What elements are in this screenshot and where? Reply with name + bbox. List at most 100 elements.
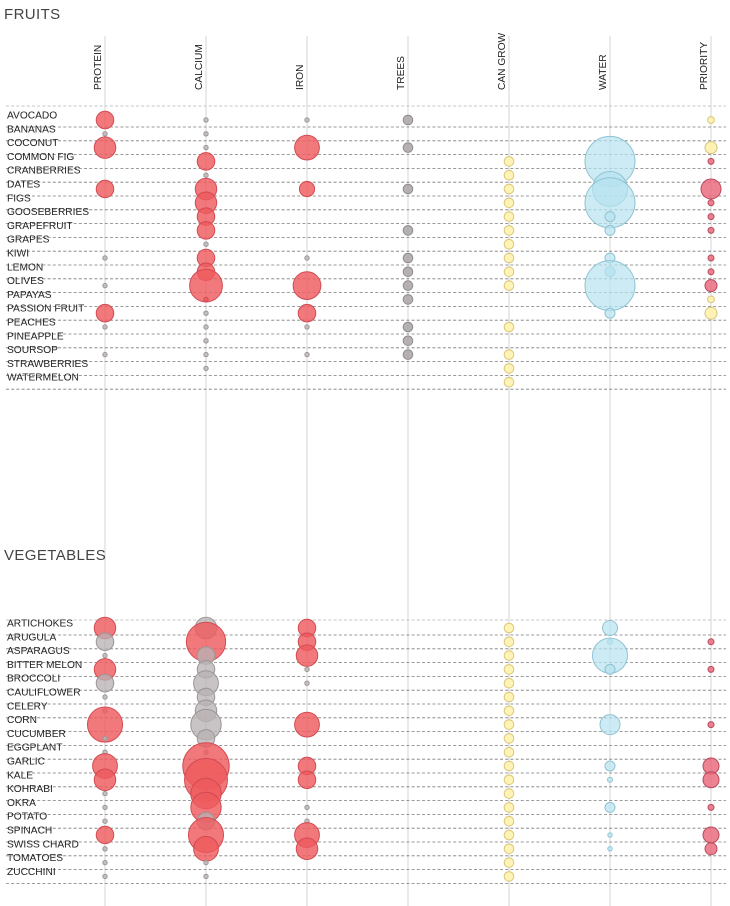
bubble-gooseberries-can-grow — [503, 211, 515, 222]
row-label-dates: DATES — [7, 180, 40, 191]
bubble-zucchini-calcium — [203, 873, 209, 880]
bubble-celery-can-grow — [503, 705, 515, 717]
bubble-kohrabi-protein — [102, 790, 108, 797]
bubble-peaches-can-grow — [503, 321, 515, 333]
bubble-peaches-protein — [102, 324, 108, 330]
bubble-passion-fruit-protein — [95, 303, 115, 323]
row-label-broccoli: BROCCOLI — [7, 674, 60, 685]
bubble-artichokes-water — [602, 620, 618, 636]
bubble-bitter-melon-iron — [304, 666, 310, 673]
bubble-lemon-priority — [707, 268, 715, 276]
bubble-cranberries-can-grow — [503, 169, 515, 181]
bubble-olives-priority — [704, 279, 718, 293]
row-label-tomatoes: TOMATOES — [7, 853, 63, 864]
bubble-pineapple-calcium — [203, 338, 209, 344]
row-label-avocado: AVOCADO — [7, 111, 57, 122]
row-label-potato: POTATO — [7, 812, 47, 823]
row-label-lemon: LEMON — [7, 262, 43, 273]
bubble-arugula-priority — [707, 638, 715, 646]
row-label-soursop: SOURSOP — [7, 345, 58, 356]
bubble-kiwi-trees — [402, 252, 414, 264]
row-label-olives: OLIVES — [7, 276, 44, 287]
bubble-asparagus-can-grow — [503, 650, 515, 661]
bubble-arugula-can-grow — [503, 636, 515, 648]
section-title-fruits: FRUITS — [4, 6, 61, 23]
bubble-coconut-trees — [402, 142, 414, 153]
bubble-layer — [86, 110, 722, 882]
row-label-kiwi: KIWI — [7, 249, 29, 260]
bubble-coconut-iron — [294, 134, 320, 161]
bubble-potato-protein — [102, 818, 108, 824]
section-title-vegetables: VEGETABLES — [4, 547, 106, 564]
bubble-tomatoes-protein — [102, 859, 108, 866]
bubble-lemon-can-grow — [503, 266, 515, 278]
bubble-spinach-protein — [95, 825, 115, 845]
row-label-kale: KALE — [7, 770, 33, 781]
bubble-avocado-priority — [707, 116, 715, 124]
bubble-grapefruit-can-grow — [503, 225, 515, 236]
bubble-asparagus-protein — [102, 652, 108, 659]
bubble-peaches-iron — [304, 324, 310, 330]
bubble-gooseberries-water — [604, 211, 616, 223]
bubble-broccoli-can-grow — [503, 677, 515, 689]
bubble-zucchini-can-grow — [503, 871, 515, 882]
bubble-kale-protein — [93, 768, 117, 792]
bubble-dates-priority — [700, 178, 722, 200]
row-label-artichokes: ARTICHOKES — [7, 619, 73, 630]
bubble-okra-iron — [304, 804, 310, 811]
row-label-eggplant: EGGPLANT — [7, 743, 62, 754]
row-label-garlic: GARLIC — [7, 757, 45, 768]
bubble-swiss-chard-iron — [295, 837, 319, 861]
bubble-cucumber-can-grow — [503, 733, 515, 744]
bubble-swiss-chard-calcium — [193, 835, 219, 862]
bubble-papayas-priority — [707, 295, 715, 304]
bubble-passion-fruit-priority — [704, 306, 718, 320]
bubble-lemon-trees — [402, 266, 414, 278]
bubble-passion-fruit-iron — [297, 303, 317, 323]
bubble-common-fig-priority — [707, 157, 715, 165]
row-label-grapefruit: GRAPEFRUIT — [7, 221, 73, 232]
bubble-swiss-chard-can-grow — [503, 843, 515, 855]
bubble-okra-water — [604, 801, 616, 813]
row-label-papayas: PAPAYAS — [7, 290, 52, 301]
bubble-coconut-calcium — [203, 144, 209, 151]
bubble-coconut-priority — [704, 141, 718, 155]
bubble-figs-priority — [707, 199, 715, 207]
bubble-tomatoes-calcium — [203, 859, 209, 866]
row-label-arugula: ARUGULA — [7, 632, 56, 643]
bubble-dates-iron — [298, 180, 316, 198]
bubble-swiss-chard-water — [607, 846, 613, 852]
column-label-calcium: CALCIUM — [194, 44, 205, 90]
row-label-corn: CORN — [7, 715, 37, 726]
bubble-passion-fruit-water — [604, 307, 616, 319]
bubble-soursop-calcium — [203, 351, 209, 358]
row-label-swiss-chard: SWISS CHARD — [7, 839, 79, 850]
bubble-bitter-melon-priority — [707, 665, 715, 673]
row-label-asparagus: ASPARAGUS — [7, 646, 70, 657]
bubble-zucchini-protein — [102, 873, 108, 880]
column-label-trees: TREES — [396, 56, 407, 90]
bubble-grapefruit-priority — [707, 226, 715, 234]
bubble-soursop-iron — [304, 351, 310, 358]
bubble-strawberries-calcium — [203, 365, 209, 372]
bubble-watermelon-can-grow — [503, 376, 515, 388]
row-label-pineapple: PINEAPPLE — [7, 331, 64, 342]
column-label-protein: PROTEIN — [93, 45, 104, 90]
row-label-kohrabi: KOHRABI — [7, 784, 53, 795]
row-label-coconut: COCONUT — [7, 138, 59, 149]
row-label-celery: CELERY — [7, 701, 48, 712]
bubble-potato-can-grow — [503, 815, 515, 827]
row-label-common-fig: COMMON FIG — [7, 152, 74, 163]
bubble-broccoli-iron — [304, 680, 310, 686]
bubble-dates-trees — [402, 183, 414, 195]
bubble-garlic-water — [604, 760, 616, 772]
row-label-cranberries: CRANBERRIES — [7, 166, 81, 177]
row-label-figs: FIGS — [7, 193, 31, 204]
bubble-garlic-can-grow — [503, 760, 515, 772]
label-layer: PROTEIN CALCIUM IRON TREES CAN GROW WATER PRIO… — [4, 6, 710, 878]
bubble-cranberries-calcium — [203, 172, 209, 178]
bubble-okra-can-grow — [503, 802, 515, 813]
bubble-olives-can-grow — [503, 280, 515, 291]
bubble-corn-water — [599, 714, 621, 736]
